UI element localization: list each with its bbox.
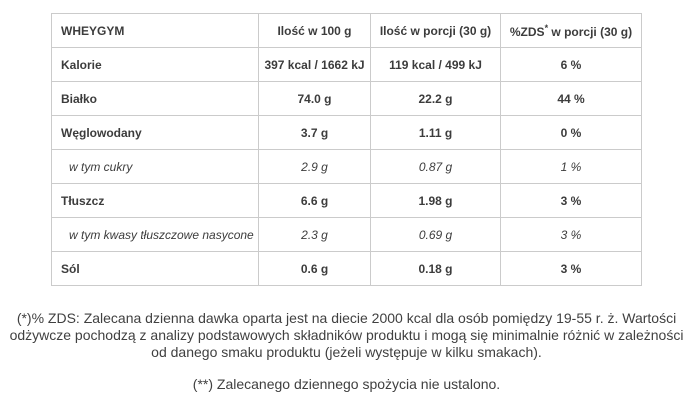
- value-per-serving: 119 kcal / 499 kJ: [370, 47, 501, 82]
- table-row-bialko: Białko 74.0 g 22.2 g 44 %: [51, 81, 642, 116]
- value-per-serving: 1.11 g: [370, 115, 501, 150]
- value-per-serving: 0.69 g: [370, 217, 501, 252]
- value-zds: 3 %: [500, 183, 642, 218]
- table-row-weglowodany: Węglowodany 3.7 g 1.11 g 0 %: [51, 115, 642, 150]
- column-header-product: WHEYGYM: [51, 13, 259, 48]
- value-per-100g: 2.9 g: [258, 149, 371, 184]
- value-per-serving: 0.87 g: [370, 149, 501, 184]
- value-per-serving: 1.98 g: [370, 183, 501, 218]
- column-header-zds: %ZDS* w porcji (30 g): [500, 13, 642, 48]
- value-per-100g: 397 kcal / 1662 kJ: [258, 47, 371, 82]
- nutrient-label: w tym kwasy tłuszczowe nasycone: [51, 217, 259, 252]
- footnotes: (*)% ZDS: Zalecana dzienna dawka oparta …: [0, 310, 693, 393]
- column-header-per-100g: Ilość w 100 g: [258, 13, 371, 48]
- value-per-100g: 0.6 g: [258, 251, 371, 286]
- value-zds: 3 %: [500, 251, 642, 286]
- nutrient-label: Sól: [51, 251, 259, 286]
- value-zds: 0 %: [500, 115, 642, 150]
- value-zds: 44 %: [500, 81, 642, 116]
- value-zds: 3 %: [500, 217, 642, 252]
- zds-asterisk: *: [544, 22, 549, 33]
- value-per-100g: 6.6 g: [258, 183, 371, 218]
- header-row: WHEYGYM Ilość w 100 g Ilość w porcji (30…: [51, 13, 642, 48]
- table-row-sol: Sól 0.6 g 0.18 g 3 %: [51, 251, 642, 286]
- nutrient-label: Białko: [51, 81, 259, 116]
- value-per-100g: 2.3 g: [258, 217, 371, 252]
- nutrient-label: Kalorie: [51, 47, 259, 82]
- value-zds: 1 %: [500, 149, 642, 184]
- table-row-kalorie: Kalorie 397 kcal / 1662 kJ 119 kcal / 49…: [51, 47, 642, 82]
- table-row-kwasy-nasycone: w tym kwasy tłuszczowe nasycone 2.3 g 0.…: [51, 217, 642, 252]
- value-per-100g: 3.7 g: [258, 115, 371, 150]
- value-zds: 6 %: [500, 47, 642, 82]
- nutrient-label: w tym cukry: [51, 149, 259, 184]
- value-per-100g: 74.0 g: [258, 81, 371, 116]
- nutrition-table: WHEYGYM Ilość w 100 g Ilość w porcji (30…: [51, 13, 642, 286]
- column-header-per-serving: Ilość w porcji (30 g): [370, 13, 501, 48]
- value-per-serving: 22.2 g: [370, 81, 501, 116]
- value-per-serving: 0.18 g: [370, 251, 501, 286]
- nutrient-label: Węglowodany: [51, 115, 259, 150]
- table-row-cukry: w tym cukry 2.9 g 0.87 g 1 %: [51, 149, 642, 184]
- nutrient-label: Tłuszcz: [51, 183, 259, 218]
- zds-footnote: (*)% ZDS: Zalecana dzienna dawka oparta …: [9, 310, 684, 360]
- no-rdi-footnote: (**) Zalecanego dziennego spożycia nie u…: [192, 376, 501, 392]
- table-row-tluszcz: Tłuszcz 6.6 g 1.98 g 3 %: [51, 183, 642, 218]
- zds-prefix: %ZDS: [509, 24, 545, 39]
- zds-suffix: w porcji (30 g): [548, 24, 633, 39]
